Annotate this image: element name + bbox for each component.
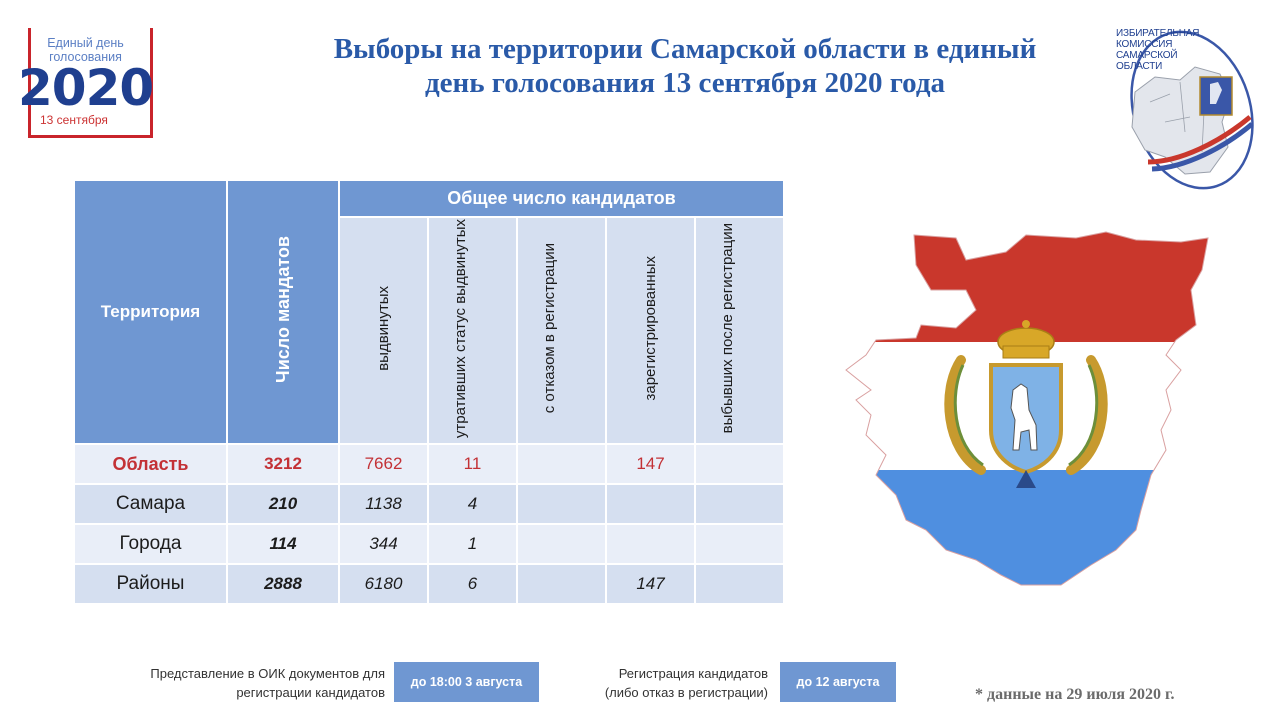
coat-of-arms (944, 320, 1108, 488)
cell-nominated: 344 (340, 525, 427, 563)
cell-lost: 11 (429, 445, 516, 483)
cell-lost: 1 (429, 525, 516, 563)
registration-label: Регистрация кандидатов (либо отказ в рег… (560, 664, 768, 702)
title-line1: Выборы на территории Самарской области в… (333, 33, 1037, 65)
subheader-nominated: выдвинутых (340, 218, 427, 443)
data-date-note: * данные на 29 июля 2020 г. (975, 686, 1175, 703)
cell-dropped (696, 565, 783, 603)
cell-mandates: 2888 (228, 565, 338, 603)
cell-territory: Города (75, 525, 226, 563)
commission-emblem-icon (1130, 30, 1254, 190)
cell-refused (518, 485, 605, 523)
election-day-logo: Единый день голосования 2020 13 сентября (18, 28, 154, 143)
cell-nominated: 1138 (340, 485, 427, 523)
page-title: Выборы на территории Самарской области в… (250, 32, 1120, 100)
docs-deadline-badge: до 18:00 3 августа (394, 662, 539, 702)
cell-registered (607, 485, 694, 523)
header-mandates: Число мандатов (228, 181, 338, 443)
cell-mandates: 210 (228, 485, 338, 523)
region-map (836, 230, 1216, 590)
subheader-lost-status: утративших статус выдвинутых (429, 218, 516, 443)
header-candidates-group: Общее число кандидатов (340, 181, 783, 217)
cell-refused (518, 525, 605, 563)
cell-territory: Районы (75, 565, 226, 603)
cell-nominated: 6180 (340, 565, 427, 603)
cell-refused (518, 565, 605, 603)
subheader-registered: зарегистрированных (607, 218, 694, 443)
cell-dropped (696, 485, 783, 523)
cell-registered (607, 525, 694, 563)
logo-date: 13 сентября (40, 113, 108, 127)
commission-line4: ОБЛАСТИ (1116, 61, 1163, 72)
docs-submission-label: Представление в ОИК документов для регис… (100, 664, 385, 702)
header-territory: Территория (75, 181, 226, 443)
table-row: Область 3212 7662 11 147 (75, 445, 783, 483)
table-row: Самара 210 1138 4 (75, 485, 783, 523)
cell-dropped (696, 445, 783, 483)
cell-mandates: 114 (228, 525, 338, 563)
election-commission-logo: ИЗБИРАТЕЛЬНАЯ КОМИССИЯ САМАРСКОЙ ОБЛАСТИ (1110, 22, 1260, 192)
cell-registered: 147 (607, 445, 694, 483)
logo-line2: голосования (49, 50, 122, 64)
reg-label-line1: Регистрация кандидатов (618, 666, 768, 681)
cell-nominated: 7662 (340, 445, 427, 483)
subheader-dropped: выбывших после регистрации (696, 218, 783, 443)
cell-mandates: 3212 (228, 445, 338, 483)
commission-name: ИЗБИРАТЕЛЬНАЯ КОМИССИЯ САМАРСКОЙ ОБЛАСТИ (1116, 28, 1206, 72)
candidates-table: Территория Число мандатов Общее число ка… (73, 179, 785, 605)
table-row: Города 114 344 1 (75, 525, 783, 563)
cell-refused (518, 445, 605, 483)
reg-label-line2: (либо отказ в регистрации) (604, 685, 768, 700)
commission-line2: КОМИССИЯ (1116, 39, 1173, 50)
logo-caption: Единый день голосования (38, 36, 133, 64)
logo-year: 2020 (18, 59, 154, 117)
table-row: Районы 2888 6180 6 147 (75, 565, 783, 603)
subheader-refused: с отказом в регистрации (518, 218, 605, 443)
cell-territory: Область (75, 445, 226, 483)
cell-lost: 6 (429, 565, 516, 603)
commission-line3: САМАРСКОЙ (1116, 50, 1178, 61)
cell-dropped (696, 525, 783, 563)
logo-line1: Единый день (47, 36, 124, 50)
title-line2: день голосования 13 сентября 2020 года (424, 67, 946, 99)
cell-territory: Самара (75, 485, 226, 523)
cell-lost: 4 (429, 485, 516, 523)
cell-registered: 147 (607, 565, 694, 603)
commission-line1: ИЗБИРАТЕЛЬНАЯ (1116, 28, 1200, 39)
logo-frame (28, 28, 153, 138)
docs-label-line1: Представление в ОИК документов для (150, 666, 385, 681)
samara-region-map-icon (845, 231, 1209, 586)
docs-label-line2: регистрации кандидатов (236, 685, 385, 700)
registration-deadline-badge: до 12 августа (780, 662, 896, 702)
